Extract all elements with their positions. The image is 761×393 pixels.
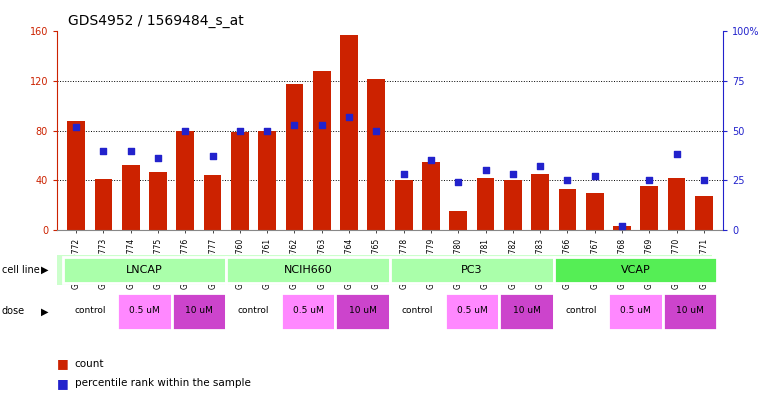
Bar <box>226 293 281 330</box>
Text: 0.5 uM: 0.5 uM <box>129 306 160 315</box>
Bar <box>258 130 276 230</box>
Bar <box>586 193 603 230</box>
Point <box>534 163 546 169</box>
Point <box>698 177 710 184</box>
Point <box>425 157 437 163</box>
Point <box>261 127 273 134</box>
Bar <box>390 257 554 283</box>
Bar <box>554 257 718 283</box>
Bar <box>395 180 412 230</box>
Point <box>479 167 492 174</box>
Text: LNCAP: LNCAP <box>126 264 163 275</box>
Bar <box>368 79 385 230</box>
Bar <box>62 293 117 330</box>
Point <box>397 171 409 178</box>
Text: VCAP: VCAP <box>621 264 651 275</box>
Bar <box>117 293 172 330</box>
Point <box>206 153 218 160</box>
Text: 0.5 uM: 0.5 uM <box>293 306 323 315</box>
Text: GDS4952 / 1569484_s_at: GDS4952 / 1569484_s_at <box>68 14 244 28</box>
Bar <box>177 130 194 230</box>
Text: NCIH660: NCIH660 <box>284 264 333 275</box>
Bar <box>67 121 85 230</box>
Text: dose: dose <box>2 307 24 316</box>
Bar <box>281 293 336 330</box>
Text: ■: ■ <box>57 357 68 370</box>
Bar <box>149 172 167 230</box>
Bar <box>231 132 249 230</box>
Bar <box>285 84 304 230</box>
Point <box>234 127 246 134</box>
Bar <box>226 257 390 283</box>
Text: percentile rank within the sample: percentile rank within the sample <box>75 378 250 388</box>
Point <box>180 127 192 134</box>
Point <box>288 121 301 128</box>
Text: PC3: PC3 <box>461 264 482 275</box>
Point <box>316 121 328 128</box>
Text: control: control <box>565 306 597 315</box>
Point <box>507 171 519 178</box>
Bar <box>94 179 113 230</box>
Bar <box>476 178 495 230</box>
Bar <box>667 178 686 230</box>
Point <box>152 155 164 162</box>
Text: ▶: ▶ <box>41 265 49 275</box>
Bar <box>663 293 718 330</box>
Bar <box>390 293 444 330</box>
Bar <box>340 35 358 230</box>
Text: control: control <box>402 306 433 315</box>
Point <box>643 177 655 184</box>
Text: 10 uM: 10 uM <box>185 306 213 315</box>
Text: 10 uM: 10 uM <box>677 306 704 315</box>
Text: control: control <box>74 306 106 315</box>
Text: 10 uM: 10 uM <box>512 306 540 315</box>
Bar <box>313 71 331 230</box>
Bar <box>499 293 554 330</box>
Bar <box>695 196 713 230</box>
Text: 0.5 uM: 0.5 uM <box>620 306 651 315</box>
Point <box>70 123 82 130</box>
Point <box>125 147 137 154</box>
Bar <box>204 175 221 230</box>
Point <box>588 173 600 180</box>
Text: ▶: ▶ <box>41 307 49 316</box>
Bar <box>122 165 139 230</box>
Text: control: control <box>238 306 269 315</box>
Point <box>562 177 574 184</box>
Bar <box>559 189 576 230</box>
Point <box>670 151 683 158</box>
Point <box>616 223 628 229</box>
Bar <box>449 211 467 230</box>
Point <box>343 114 355 120</box>
Point <box>452 179 464 185</box>
Bar <box>62 257 226 283</box>
Bar <box>422 162 440 230</box>
Text: cell line: cell line <box>2 265 40 275</box>
Bar <box>641 187 658 230</box>
Point <box>97 147 110 154</box>
Bar <box>336 293 390 330</box>
Text: 10 uM: 10 uM <box>349 306 377 315</box>
Point <box>371 127 383 134</box>
Bar <box>608 293 663 330</box>
Text: ■: ■ <box>57 376 68 390</box>
Bar <box>172 293 226 330</box>
Text: 0.5 uM: 0.5 uM <box>457 306 487 315</box>
Bar <box>554 293 608 330</box>
Bar <box>504 180 522 230</box>
Bar <box>613 226 631 230</box>
Bar <box>531 174 549 230</box>
Text: count: count <box>75 358 104 369</box>
Bar <box>444 293 499 330</box>
